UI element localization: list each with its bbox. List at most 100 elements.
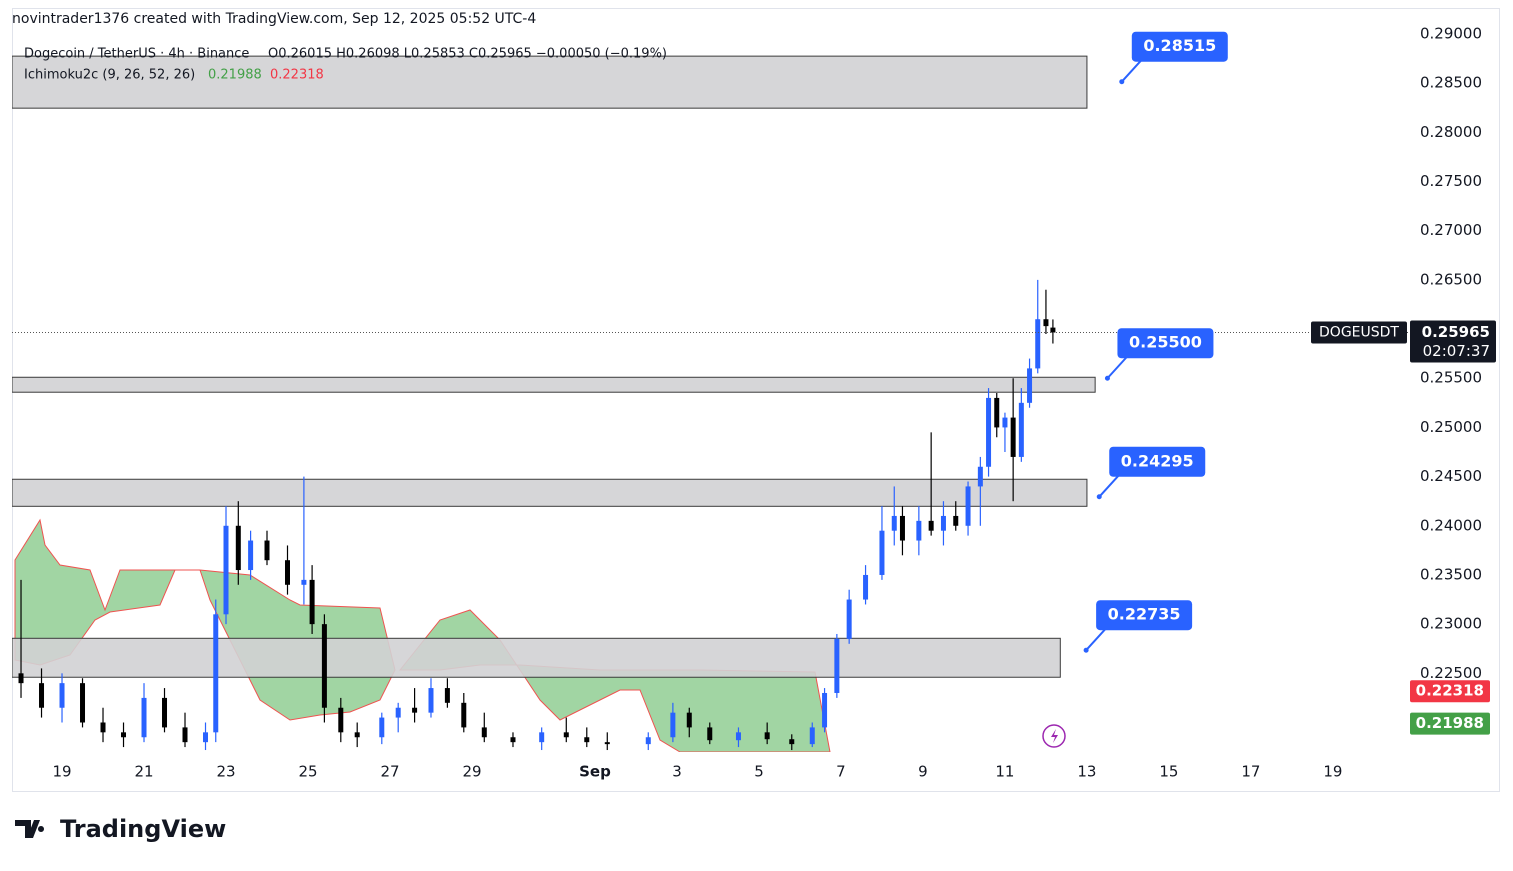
y-tick-label: 0.25500 <box>1420 369 1482 387</box>
candle-body <box>822 692 828 728</box>
indicator-label: 0.21988 <box>1416 714 1484 732</box>
candle-body <box>395 707 401 718</box>
logo: TradingView <box>15 815 226 843</box>
candle-body <box>354 732 360 738</box>
x-tick-label: 25 <box>298 763 317 781</box>
y-tick-label: 0.27000 <box>1420 221 1482 239</box>
candle-body <box>412 707 418 713</box>
candle-body <box>223 525 229 615</box>
candle-body <box>735 732 741 741</box>
candle-body <box>604 742 610 745</box>
candle-body <box>428 688 434 713</box>
x-tick-label: 27 <box>380 763 399 781</box>
y-tick-label: 0.29000 <box>1420 25 1482 43</box>
candle-body <box>977 466 983 487</box>
legend-indicator: Ichimoku2c (9, 26, 52, 26) <box>24 68 195 83</box>
candle-body <box>18 673 24 684</box>
candle-body <box>891 515 897 531</box>
legend-ohlc: O0.26015 H0.26098 L0.25853 C0.25965 −0.0… <box>268 47 667 62</box>
candle-body <box>264 540 270 561</box>
candle-body <box>707 727 713 741</box>
x-tick-label: 3 <box>672 763 682 781</box>
candle-body <box>1043 319 1049 327</box>
zone <box>12 55 1088 109</box>
x-tick-label: Sep <box>579 763 611 781</box>
callout-point <box>1104 375 1110 381</box>
candle-body <box>481 727 487 738</box>
candle-body <box>1027 368 1033 403</box>
y-tick-label: 0.23500 <box>1420 565 1482 583</box>
candle-body <box>285 560 291 585</box>
candle-body <box>1035 319 1041 369</box>
candle-body <box>80 683 86 723</box>
callout-connector <box>1098 474 1120 498</box>
candle-body <box>248 540 254 571</box>
candle-body <box>986 397 992 467</box>
callout-point <box>1083 647 1089 653</box>
x-tick-label: 13 <box>1077 763 1096 781</box>
indicator-tag <box>1410 712 1490 735</box>
callout-connector <box>1106 355 1129 379</box>
x-tick-label: 17 <box>1241 763 1260 781</box>
x-tick-label: 11 <box>995 763 1014 781</box>
candle-body <box>539 732 545 743</box>
candle-body <box>686 712 692 728</box>
y-tick-label: 0.28500 <box>1420 74 1482 92</box>
y-tick-label: 0.23000 <box>1420 615 1482 633</box>
x-tick-label: 9 <box>918 763 928 781</box>
candle-body <box>764 732 770 740</box>
candle-body <box>789 739 795 745</box>
callout-point <box>1119 79 1125 85</box>
candle-body <box>379 717 385 738</box>
candle-body <box>510 737 516 743</box>
cloud-area <box>398 609 831 752</box>
legend-lead-a: 0.21988 <box>208 68 262 83</box>
frame <box>12 8 1500 792</box>
symbol-label: DOGEUSDT <box>1319 325 1399 341</box>
zone <box>12 478 1088 507</box>
candle-body <box>645 737 651 745</box>
candle-body <box>213 614 219 733</box>
y-tick-label: 0.25000 <box>1420 418 1482 436</box>
candle-body <box>100 722 106 733</box>
indicator-tag <box>1410 680 1490 703</box>
y-tick-label: 0.27500 <box>1420 172 1482 190</box>
candle-body <box>879 530 885 575</box>
callout-box <box>1096 600 1193 631</box>
candle-body <box>1002 417 1008 428</box>
candle-body <box>863 574 869 600</box>
candle-body <box>584 737 590 743</box>
candle-body <box>846 599 852 639</box>
callout-label: 0.24295 <box>1121 451 1194 470</box>
x-tick-label: 19 <box>1323 763 1342 781</box>
candle-body <box>940 515 946 531</box>
candle-body <box>670 712 676 738</box>
candle-body <box>321 624 327 708</box>
candle-body <box>182 727 188 743</box>
legend-lead-b: 0.22318 <box>270 68 324 83</box>
x-tick-label: 21 <box>134 763 153 781</box>
candle-body <box>444 688 450 703</box>
candle-body <box>809 727 815 745</box>
candle-body <box>39 683 45 708</box>
candle-body <box>141 697 147 738</box>
symbol-tag <box>1311 321 1407 344</box>
y-tick-label: 0.24500 <box>1420 467 1482 485</box>
plot <box>12 55 1096 751</box>
last-price-label: 0.25965 <box>1422 323 1490 341</box>
legend-symbol: Dogecoin / TetherUS · 4h · Binance <box>24 47 249 62</box>
credit: novintrader1376 created with TradingView… <box>12 11 536 27</box>
candle-body <box>916 520 922 541</box>
candle-body <box>899 515 905 541</box>
candle-body <box>563 732 569 738</box>
candle-body <box>461 702 467 728</box>
candle-body <box>301 579 307 585</box>
candle-body <box>338 707 344 733</box>
y-tick-label: 0.26500 <box>1420 270 1482 288</box>
y-tick-label: 0.28000 <box>1420 123 1482 141</box>
alert-bolt <box>1051 729 1058 743</box>
x-tick-label: 29 <box>462 763 481 781</box>
candle-body <box>834 638 840 693</box>
callout-label: 0.22735 <box>1108 605 1181 624</box>
